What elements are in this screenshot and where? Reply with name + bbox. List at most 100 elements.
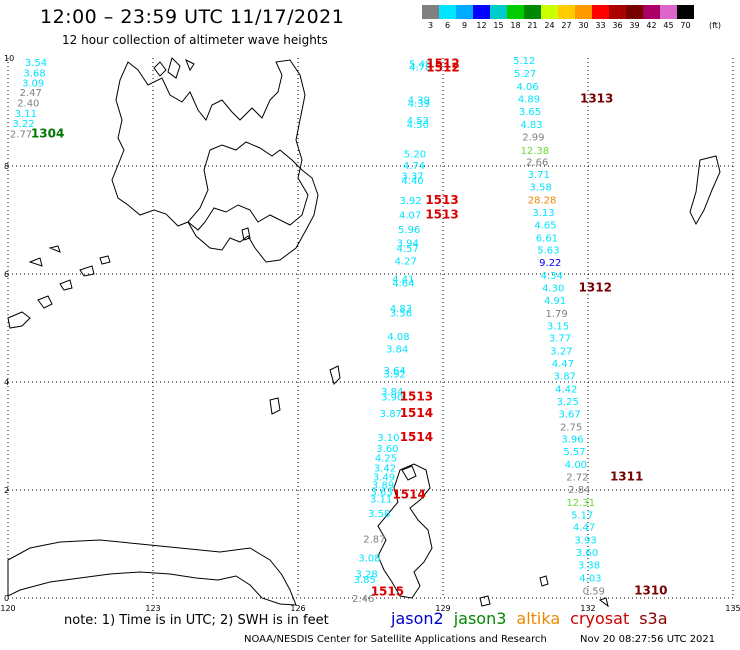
wave-height-label: 5.57 [563, 447, 585, 458]
wave-height-label: 3.28 [356, 570, 378, 581]
colorbar-label: 3 [427, 21, 434, 30]
map-subtitle: 12 hour collection of altimeter wave hei… [62, 33, 328, 47]
wave-height-label: 3.77 [549, 334, 571, 345]
wave-height-label: 4.83 [390, 304, 412, 315]
wave-height-label: 5.48 [409, 59, 431, 70]
wave-height-label: 4.50 [407, 120, 429, 131]
wave-height-label: 4.25 [375, 454, 397, 465]
wave-height-label: 4.00 [565, 460, 587, 471]
footer-timestamp: Nov 20 08:27:56 UTC 2021 [580, 634, 716, 645]
x-tick-label: 129 [435, 604, 450, 613]
colorbar-swatch [575, 5, 592, 19]
x-tick-label: 126 [290, 604, 305, 613]
wave-height-label: 3.64 [384, 366, 406, 377]
wave-height-label: 3.87 [554, 372, 576, 383]
coastline [7, 57, 721, 608]
lat-lon-grid [7, 58, 734, 599]
colorbar-label: 27 [561, 21, 572, 30]
wave-height-label: 3.84 [381, 387, 403, 398]
colorbar-label: 39 [629, 21, 640, 30]
wave-height-label: 4.30 [542, 284, 564, 295]
wave-height-label: 2.40 [17, 98, 39, 109]
wave-height-label: 3.93 [574, 536, 596, 547]
x-tick-label: 135 [725, 604, 740, 613]
coastline-islands-nw [153, 57, 195, 79]
pass-ids: 1304151215121313151315131312151315141514… [31, 56, 668, 598]
wave-height-label: 3.92 [384, 369, 406, 380]
wave-height-label: 3.54 [25, 58, 47, 69]
wave-height-label: 3.22 [12, 119, 34, 130]
wave-height-label: 3.11 [15, 109, 37, 120]
wave-height-label: 12.38 [521, 146, 550, 157]
wave-height-label: 2.75 [560, 422, 582, 433]
colorbar-unit: (ft) [709, 21, 722, 30]
wave-height-label: 5.12 [513, 56, 535, 67]
colorbar-swatch [439, 5, 456, 19]
y-tick-label: 10 [4, 54, 14, 63]
colorbar-labels: 3 6 9 12 15 18 21 24 27 30 33 36 39 42 45 70 [422, 21, 694, 30]
wave-height-label: 12.31 [566, 498, 595, 509]
wave-height-label: 4.42 [555, 384, 577, 395]
wave-height-label: 2.47 [20, 88, 42, 99]
satellite-legend: jason2 jason3 altika cryosat s3a [391, 609, 668, 628]
map-title: 12:00 – 23:59 UTC 11/17/2021 [40, 6, 345, 28]
wave-height-label: 4.27 [395, 257, 417, 268]
wave-height-label: 5.96 [398, 225, 420, 236]
y-tick-label: 8 [4, 162, 9, 171]
wave-height-label: 3.25 [557, 397, 579, 408]
x-tick-label: 120 [0, 604, 15, 613]
wave-height-label: 4.41 [392, 274, 414, 285]
wave-height-label: 2.66 [526, 158, 548, 169]
coastline-sulawesi [7, 539, 297, 606]
pass-id-label: 1512 [426, 61, 459, 75]
wave-height-label: 3.58 [530, 183, 552, 194]
colorbar-swatch [677, 5, 694, 19]
wave-height-label: 0.59 [583, 586, 605, 597]
pass-id-label: 1513 [425, 208, 458, 222]
wave-height-label: 4.74 [403, 161, 425, 172]
coastline-halmahera [377, 463, 433, 599]
wave-height-label: 4.91 [544, 296, 566, 307]
wave-height-label: 4.89 [518, 95, 540, 106]
colorbar-swatch [626, 5, 643, 19]
wave-height-label: 2.99 [522, 132, 544, 143]
wave-height-label: 28.28 [528, 195, 557, 206]
colorbar-label: 9 [461, 21, 468, 30]
wave-height-label: 4.03 [579, 573, 601, 584]
legend-item-altika: altika [516, 609, 561, 628]
pass-id-label: 1313 [580, 92, 613, 106]
wave-height-label: 3.13 [532, 208, 554, 219]
colorbar-swatch [558, 5, 575, 19]
wave-height-label: 3.96 [561, 435, 583, 446]
pass-id-label: 1514 [400, 406, 433, 420]
wave-height-label: 3.09 [22, 78, 44, 89]
wave-height-label: 3.87 [380, 409, 402, 420]
x-tick-label: 123 [145, 604, 160, 613]
wave-height-label: 4.57 [397, 244, 419, 255]
wave-height-label: 3.08 [358, 554, 380, 565]
colorbar-swatch [541, 5, 558, 19]
colorbar-swatch [609, 5, 626, 19]
wave-height-label: 3.15 [547, 321, 569, 332]
wave-height-label: 4.40 [401, 176, 423, 187]
coastline-morotai [401, 465, 417, 481]
wave-height-label: 4.34 [541, 271, 563, 282]
wave-height-label: 3.67 [559, 409, 581, 420]
pass-id-label: 1311 [610, 470, 643, 484]
pass-id-label: 1304 [31, 127, 64, 141]
pass-id-label: 1515 [371, 585, 404, 599]
colorbar-label: 45 [663, 21, 674, 30]
wave-height-label: 2.46 [352, 594, 374, 605]
colorbar-label: 42 [646, 21, 657, 30]
colorbar-label: 21 [527, 21, 538, 30]
wave-height-label: 4.78 [409, 63, 431, 74]
wave-height-label: 4.07 [399, 211, 421, 222]
y-tick-label: 2 [4, 486, 9, 495]
wave-height-label: 3.60 [576, 548, 598, 559]
wave-height-label: 5.27 [514, 69, 536, 80]
legend-item-jason2: jason2 [391, 609, 444, 628]
colorbar-swatch [592, 5, 609, 19]
coastline-sulu [7, 245, 111, 329]
wave-height-label: 4.47 [552, 359, 574, 370]
pass-id-label: 1312 [579, 281, 612, 295]
